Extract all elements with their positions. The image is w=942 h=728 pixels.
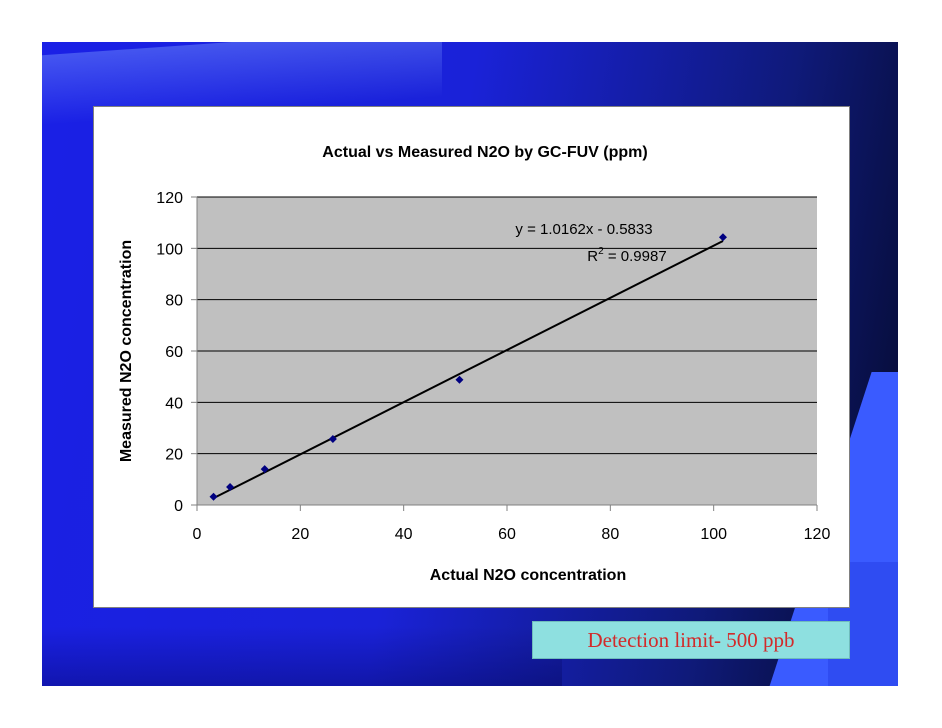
decor-shadow bbox=[42, 626, 562, 686]
data-point bbox=[260, 465, 269, 474]
r2-prefix: R bbox=[587, 248, 598, 265]
data-point bbox=[718, 233, 727, 242]
x-axis-ticks: 0 20 40 60 80 100 120 bbox=[193, 505, 831, 543]
y-tick-label: 60 bbox=[165, 344, 183, 361]
detection-limit-caption: Detection limit- 500 ppb bbox=[532, 621, 850, 659]
chart-title: Actual vs Measured N2O by GC-FUV (ppm) bbox=[322, 144, 647, 161]
trendline-r-squared: R2 = 0.9987 bbox=[587, 246, 666, 265]
chart-container: Actual vs Measured N2O by GC-FUV (ppm) 0… bbox=[93, 106, 850, 608]
data-point bbox=[226, 483, 235, 492]
y-tick-label: 40 bbox=[165, 395, 183, 412]
y-axis-label: Measured N2O concentration bbox=[118, 240, 135, 462]
y-tick-label: 0 bbox=[174, 498, 183, 515]
data-points bbox=[209, 233, 727, 501]
x-tick-label: 100 bbox=[700, 526, 727, 543]
chart-svg: Actual vs Measured N2O by GC-FUV (ppm) 0… bbox=[118, 144, 831, 584]
data-point bbox=[328, 435, 337, 444]
x-tick-label: 60 bbox=[498, 526, 516, 543]
trendline bbox=[213, 240, 724, 500]
trendline-equation: y = 1.0162x - 0.5833 bbox=[515, 221, 652, 238]
r2-value: = 0.9987 bbox=[604, 248, 667, 265]
x-axis-label: Actual N2O concentration bbox=[430, 567, 626, 584]
x-tick-label: 40 bbox=[395, 526, 413, 543]
y-tick-label: 100 bbox=[156, 241, 183, 258]
data-point bbox=[455, 375, 464, 384]
x-tick-label: 80 bbox=[601, 526, 619, 543]
r2-superscript: 2 bbox=[598, 246, 604, 257]
y-axis-ticks: 0 20 40 60 80 100 120 bbox=[156, 190, 197, 515]
y-tick-label: 80 bbox=[165, 293, 183, 310]
x-tick-label: 120 bbox=[804, 526, 831, 543]
data-point bbox=[209, 492, 218, 501]
y-tick-label: 20 bbox=[165, 447, 183, 464]
y-tick-label: 120 bbox=[156, 190, 183, 207]
x-tick-label: 20 bbox=[291, 526, 309, 543]
x-tick-label: 0 bbox=[193, 526, 202, 543]
